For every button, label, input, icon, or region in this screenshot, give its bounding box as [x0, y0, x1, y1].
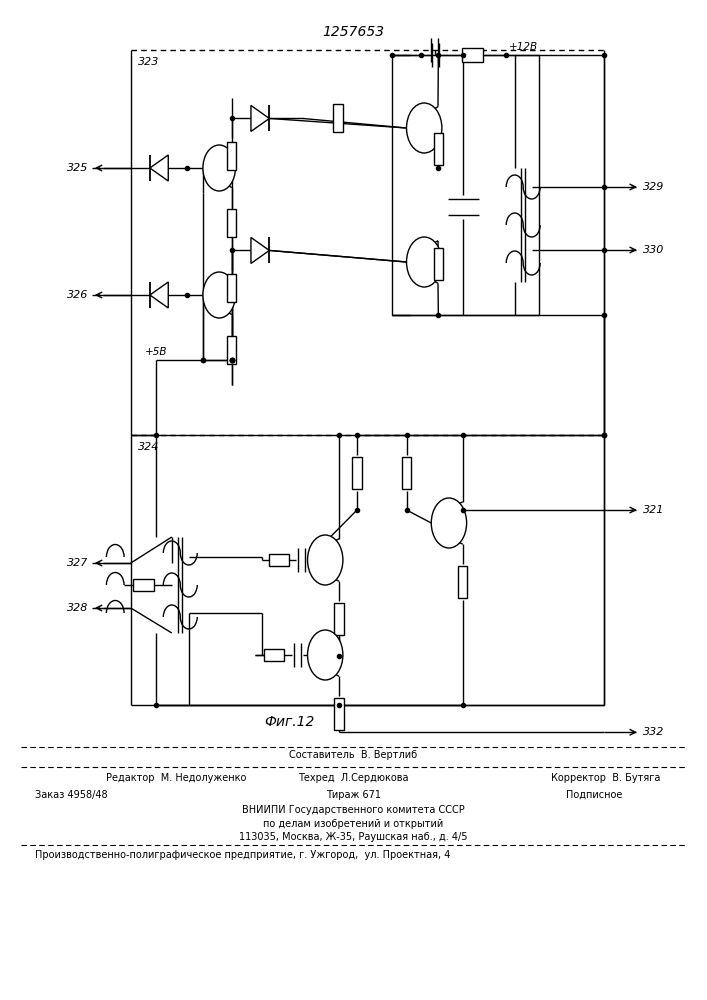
Text: 332: 332: [643, 727, 665, 737]
Bar: [402, 457, 411, 489]
Text: 326: 326: [67, 290, 88, 300]
Text: Тираж 671: Тираж 671: [326, 790, 381, 800]
Text: 329: 329: [643, 182, 665, 192]
Text: Заказ 4958/48: Заказ 4958/48: [35, 790, 108, 800]
Bar: [434, 248, 443, 280]
Bar: [133, 579, 154, 591]
Bar: [462, 48, 483, 62]
Bar: [227, 142, 236, 170]
Text: 113035, Москва, Ж-35, Раушская наб., д. 4/5: 113035, Москва, Ж-35, Раушская наб., д. …: [239, 832, 468, 842]
Circle shape: [308, 535, 343, 585]
Circle shape: [407, 237, 442, 287]
Text: ВНИИПИ Государственного комитета СССР: ВНИИПИ Государственного комитета СССР: [242, 805, 465, 815]
Text: Редактор  М. Недолуженко: Редактор М. Недолуженко: [106, 773, 247, 783]
Bar: [334, 698, 344, 730]
Polygon shape: [251, 237, 269, 263]
Text: 325: 325: [67, 163, 88, 173]
Circle shape: [308, 630, 343, 680]
Text: Производственно-полиграфическое предприятие, г. Ужгород,  ул. Проектная, 4: Производственно-полиграфическое предприя…: [35, 850, 451, 860]
Bar: [227, 274, 236, 302]
Polygon shape: [150, 155, 168, 181]
Bar: [434, 133, 443, 165]
Polygon shape: [150, 282, 168, 308]
Circle shape: [431, 498, 467, 548]
Text: Корректор  В. Бутяга: Корректор В. Бутяга: [551, 773, 661, 783]
Text: Техред  Л.Сердюкова: Техред Л.Сердюкова: [298, 773, 409, 783]
Bar: [264, 649, 284, 661]
Bar: [333, 104, 342, 132]
Bar: [227, 209, 236, 237]
Bar: [227, 336, 236, 364]
Text: по делам изобретений и открытий: по делам изобретений и открытий: [264, 819, 443, 829]
Circle shape: [203, 272, 235, 318]
Text: 1257653: 1257653: [322, 25, 385, 39]
Polygon shape: [251, 105, 269, 131]
Text: 323: 323: [138, 57, 159, 67]
Text: 321: 321: [643, 505, 665, 515]
Text: 330: 330: [643, 245, 665, 255]
Text: Фиг.12: Фиг.12: [264, 715, 315, 729]
Circle shape: [407, 103, 442, 153]
Text: Подписное: Подписное: [566, 790, 622, 800]
Text: +12B: +12B: [509, 42, 538, 52]
Text: Составитель  В. Вертлиб: Составитель В. Вертлиб: [289, 750, 418, 760]
Circle shape: [203, 145, 235, 191]
Bar: [334, 603, 344, 635]
Text: 327: 327: [67, 558, 88, 568]
Bar: [458, 566, 467, 598]
Bar: [353, 457, 361, 489]
Bar: [269, 554, 289, 566]
Text: 324: 324: [138, 442, 159, 452]
Text: +5B: +5B: [145, 347, 168, 357]
Text: 328: 328: [67, 603, 88, 613]
